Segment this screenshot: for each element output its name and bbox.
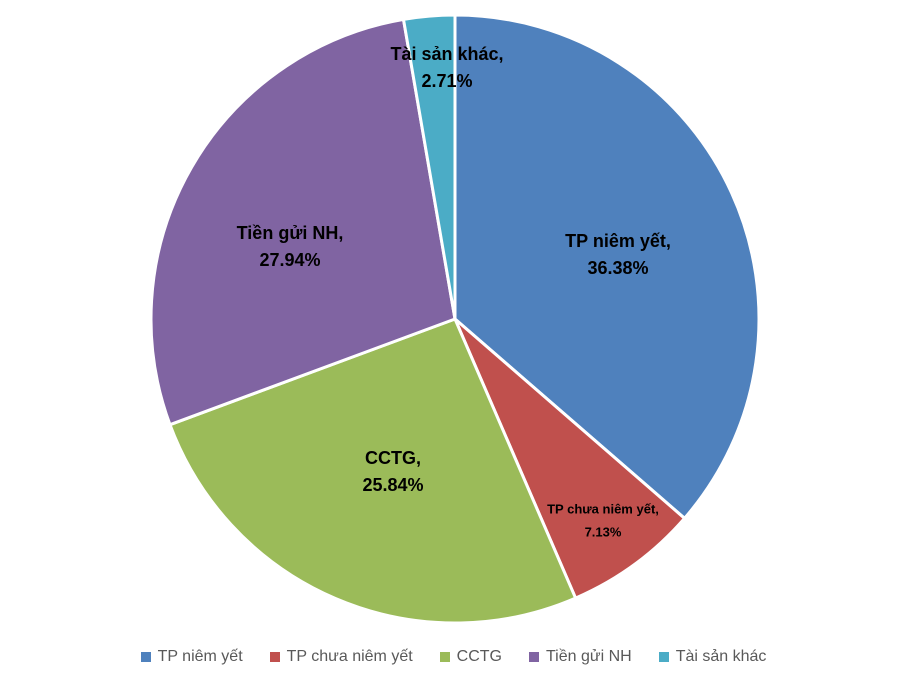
pie-plot-area: [149, 13, 761, 625]
legend-label: CCTG: [456, 648, 502, 665]
legend-marker-icon: [439, 652, 450, 662]
legend-item-tp-chua-niem-yet: TP chưa niêm yết: [269, 648, 413, 666]
legend-item-tien-gui-nh: Tiền gửi NH: [529, 648, 632, 666]
chart-legend: TP niêm yết TP chưa niêm yết CCTG Tiền gửi …: [0, 648, 907, 666]
legend-label: Tài sản khác: [675, 648, 767, 665]
legend-marker-icon: [140, 652, 151, 662]
legend-item-tp-niem-yet: TP niêm yết: [140, 648, 243, 666]
pie-slice-tien-gui-nh: [149, 17, 457, 427]
legend-label: TP chưa niêm yết: [286, 648, 413, 665]
pie-slice-tp-niem-yet: [453, 13, 761, 520]
legend-label: Tiền gửi NH: [546, 648, 632, 665]
pie-slice-tp-chua-niem-yet: [453, 317, 687, 600]
pie-slice-tai-san-khac: [401, 13, 457, 321]
legend-marker-icon: [529, 652, 539, 662]
legend-label: TP niêm yết: [157, 648, 243, 665]
legend-item-tai-san-khac: Tài sản khác: [658, 648, 767, 666]
legend-marker-icon: [658, 652, 669, 662]
legend-item-cctg: CCTG: [439, 648, 502, 666]
legend-marker-icon: [269, 652, 280, 662]
pie-slice-cctg: [168, 317, 578, 625]
